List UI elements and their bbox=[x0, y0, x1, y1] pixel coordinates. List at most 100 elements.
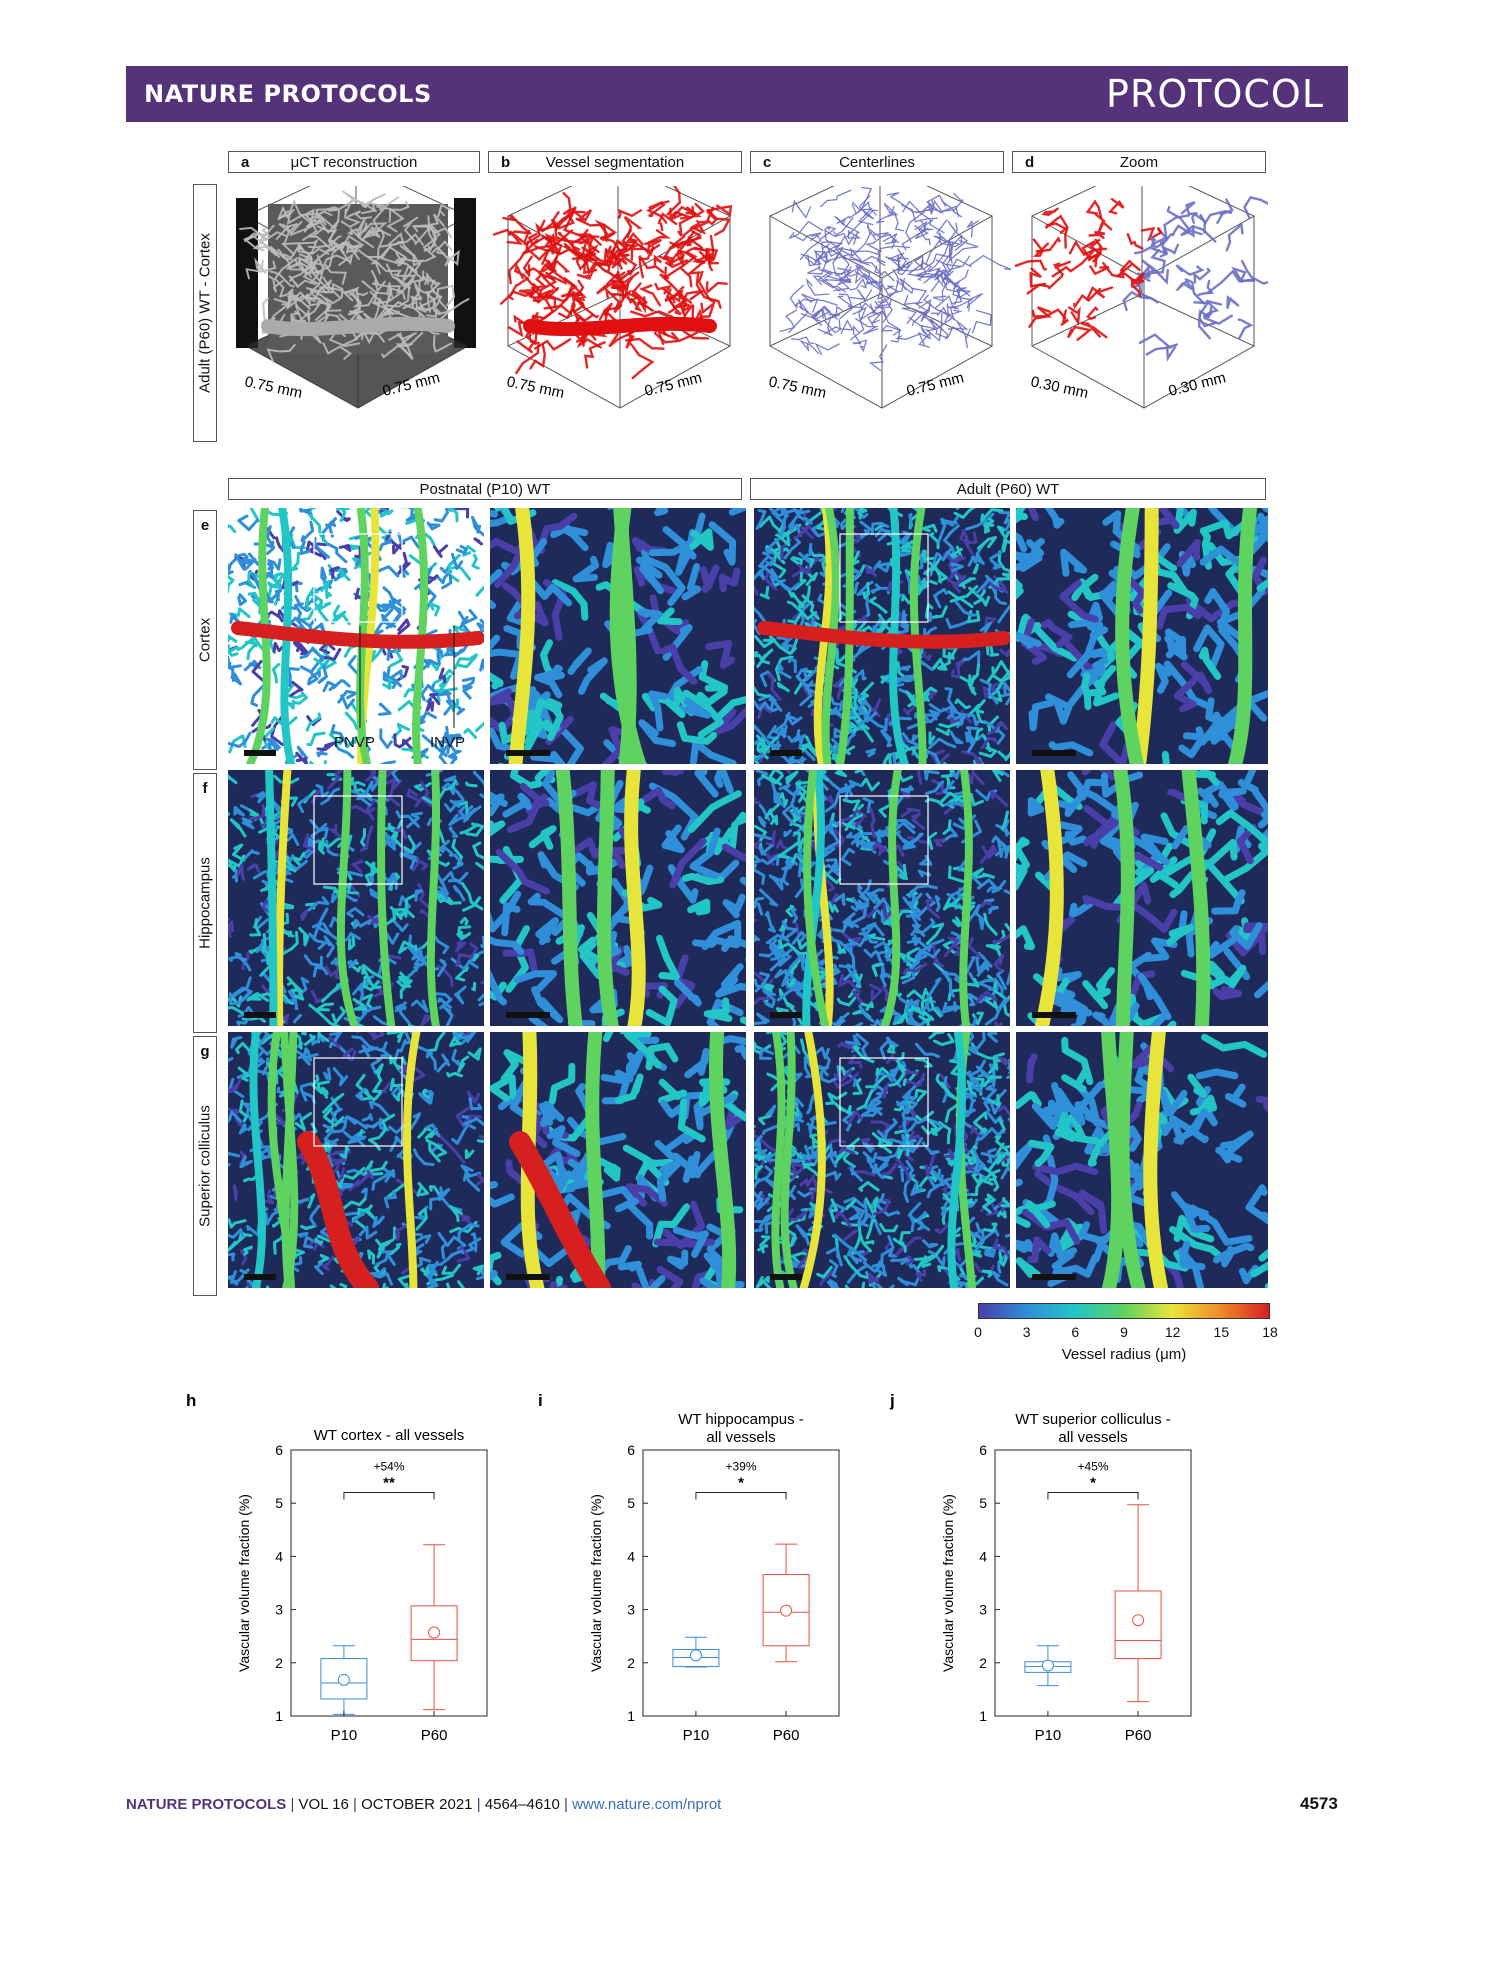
vessel-segment bbox=[655, 934, 680, 981]
vessel-segment bbox=[361, 979, 380, 992]
vessel-stroke bbox=[866, 277, 906, 296]
vessel-stroke bbox=[1107, 197, 1125, 215]
group-header-p60: Adult (P60) WT bbox=[750, 478, 1266, 500]
vessel-segment bbox=[808, 542, 813, 555]
vessel-stroke bbox=[1068, 239, 1108, 257]
vessel-segment bbox=[510, 770, 543, 790]
y-tick-label: 2 bbox=[275, 1655, 283, 1671]
vessel-segment bbox=[378, 1238, 394, 1251]
vessel-segment bbox=[758, 952, 773, 958]
vessel-segment bbox=[639, 558, 664, 595]
vessel-stroke bbox=[622, 271, 640, 291]
vessel-segment bbox=[1055, 1087, 1086, 1126]
vessel-segment bbox=[546, 1125, 581, 1157]
footer-url[interactable]: www.nature.com/nprot bbox=[572, 1796, 722, 1813]
vessel-segment bbox=[947, 575, 963, 588]
vessel-segment bbox=[457, 609, 478, 625]
vessel-segment bbox=[879, 1286, 883, 1288]
vessel-segment bbox=[763, 1282, 772, 1288]
ct-slab-right bbox=[454, 198, 476, 348]
vessel-segment bbox=[864, 565, 877, 577]
vessel-segment bbox=[539, 1102, 555, 1128]
vessel-stroke bbox=[663, 265, 693, 288]
vessel-stroke bbox=[865, 274, 882, 291]
vessel-segment bbox=[902, 1119, 919, 1135]
vessel-stroke bbox=[911, 310, 930, 327]
vessel-segment bbox=[550, 524, 589, 552]
vessel-stroke bbox=[896, 278, 914, 295]
vessel-segment bbox=[987, 1093, 1001, 1107]
vessel-segment bbox=[754, 699, 771, 711]
vessel-stroke bbox=[352, 280, 386, 308]
vessel-stroke bbox=[846, 271, 868, 280]
vessel-stroke bbox=[298, 238, 319, 261]
vessel-segment bbox=[718, 567, 741, 593]
vessel-segment bbox=[625, 1183, 668, 1207]
vessel-segment bbox=[898, 665, 911, 672]
vessel-segment bbox=[534, 670, 563, 699]
panel-letter: j bbox=[889, 1391, 895, 1410]
vessel-segment bbox=[238, 1099, 249, 1123]
vessel-segment bbox=[996, 1210, 1007, 1219]
vessel-stroke bbox=[1066, 325, 1093, 341]
vessel-segment bbox=[436, 645, 445, 666]
vessel-segment bbox=[273, 572, 282, 586]
y-tick-label: 4 bbox=[979, 1548, 987, 1564]
vessel-segment bbox=[761, 734, 780, 752]
vessel-segment bbox=[845, 1198, 857, 1211]
scale-label-left: 0.75 mm bbox=[243, 373, 304, 402]
vessel-segment bbox=[842, 912, 856, 928]
vessel-segment bbox=[237, 1066, 250, 1082]
colorbar-tick-label: 12 bbox=[1164, 1324, 1181, 1340]
vessel-stroke bbox=[242, 234, 269, 252]
vessel-stroke bbox=[969, 254, 1012, 271]
vessel-segment bbox=[324, 585, 332, 600]
vessel-segment bbox=[778, 988, 790, 1008]
vessel-stroke bbox=[806, 277, 830, 296]
vessel-stroke bbox=[303, 208, 315, 233]
vessel-segment bbox=[998, 1056, 1010, 1066]
vessel-segment bbox=[997, 1250, 1010, 1274]
vessel-segment bbox=[892, 1237, 907, 1253]
vessel-stroke bbox=[381, 332, 424, 359]
vessel-segment bbox=[617, 1260, 642, 1272]
vessel-segment bbox=[458, 805, 477, 820]
vessel-segment bbox=[389, 1054, 403, 1070]
vessel-segment bbox=[1000, 810, 1009, 831]
vessel-segment bbox=[792, 1017, 803, 1026]
vessel-stroke bbox=[624, 337, 665, 350]
vessel-segment bbox=[1082, 980, 1111, 1010]
vessel-segment bbox=[403, 1032, 412, 1045]
vessel-segment bbox=[759, 1235, 771, 1254]
vessel-stroke bbox=[446, 249, 460, 266]
vessel-segment bbox=[286, 699, 295, 710]
vessel-segment bbox=[974, 727, 984, 740]
vessel-segment bbox=[1071, 573, 1099, 602]
vessel-segment bbox=[754, 1156, 760, 1168]
vessel-stroke bbox=[1068, 306, 1081, 327]
vessel-segment bbox=[900, 615, 909, 633]
vessel-stroke bbox=[572, 279, 586, 314]
vessel-segment bbox=[624, 1197, 654, 1240]
chart-title: WT cortex - all vessels bbox=[314, 1427, 465, 1444]
vessel-stroke bbox=[666, 186, 682, 216]
vessel-segment bbox=[1204, 588, 1231, 630]
vessel-segment bbox=[358, 1225, 378, 1240]
large-vessel bbox=[508, 508, 536, 764]
vessel-segment bbox=[1173, 1108, 1208, 1144]
vessel-stroke bbox=[800, 253, 823, 267]
vessel-stroke bbox=[349, 225, 381, 242]
vessel-segment bbox=[947, 563, 956, 582]
vessel-segment bbox=[857, 716, 887, 730]
vessel-segment bbox=[754, 896, 765, 909]
vessel-segment bbox=[1016, 508, 1028, 524]
vessel-segment bbox=[301, 1032, 307, 1036]
vessel-stroke bbox=[664, 259, 688, 269]
vessel-stroke bbox=[824, 230, 855, 246]
vessel-segment bbox=[421, 1088, 431, 1099]
scale-label-right: 0.75 mm bbox=[905, 369, 966, 400]
vessel-stroke bbox=[316, 300, 342, 312]
vessel-segment bbox=[290, 551, 300, 572]
vessel-segment bbox=[925, 898, 940, 919]
colorbar-tick-label: 15 bbox=[1213, 1324, 1230, 1340]
